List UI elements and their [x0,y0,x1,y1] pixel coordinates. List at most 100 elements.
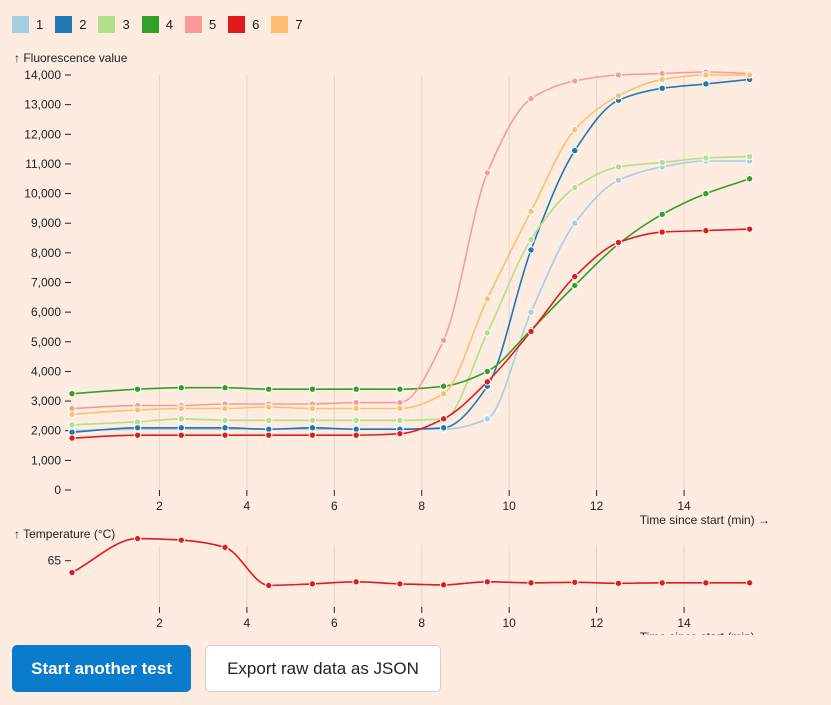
fluor-x-tick-label: 2 [156,499,163,513]
fluor-data-point-7 [745,71,754,79]
fluor-x-tick-label: 4 [244,499,251,513]
fluor-series-line-6 [71,228,750,439]
fluor-data-point-6 [133,431,142,439]
fluor-data-point-7 [614,92,623,100]
export-json-button[interactable]: Export raw data as JSON [205,645,441,692]
temp-data-point-Temperature [702,579,710,587]
fluor-data-point-2 [702,80,710,88]
fluor-data-point-3 [221,416,229,425]
fluor-data-point-6 [308,431,317,439]
legend-label: 6 [252,16,260,32]
fluor-data-point-4 [483,367,492,376]
temp-data-point-Temperature [571,578,579,587]
fluor-series-line-1 [71,160,750,432]
fluor-data-point-4 [571,281,579,290]
fluor-data-point-3 [177,415,185,423]
temp-data-point-Temperature [68,568,76,577]
fluor-data-point-6 [396,429,404,438]
legend-item-4: 4 [141,15,173,33]
fluor-data-point-5 [527,95,535,103]
fluor-data-point-2 [439,424,448,432]
fluorescence-chart: 2 4 6 8 10 12 14 0 1,000 2,000 3,000 4,000 5,000 6,00… [14,51,770,527]
legend-item-6: 6 [228,15,260,33]
temp-data-point-Temperature [352,578,360,586]
fluor-data-point-3 [68,421,76,429]
fluor-data-point-6 [571,272,579,281]
fluor-series-line-2 [71,78,750,433]
fluor-data-point-7 [439,389,448,398]
fluor-data-point-5 [439,336,448,345]
fluor-x-tick-label: 8 [418,499,425,513]
chart-legend: 1 2 3 4 5 6 7 [12,12,303,36]
legend-swatch [141,15,159,33]
fluor-data-point-1 [483,415,492,423]
fluor-x-tick-label: 14 [677,499,691,513]
start-another-test-button[interactable]: Start another test [12,645,191,692]
fluor-y-tick-label: 8,000 [31,246,61,260]
fluor-data-point-7 [571,126,579,134]
fluor-data-point-3 [702,154,710,162]
fluor-y-tick-label: 12,000 [24,127,61,141]
legend-label: 7 [295,16,303,32]
fluor-y-tick-label: 5,000 [31,335,61,349]
legend-swatch [55,15,73,33]
fluor-data-point-3 [133,418,142,426]
fluor-data-point-3 [614,163,623,171]
temperature-chart: 2 4 6 8 10 12 14 65 ↑ Temperature (°C) Time since… [14,527,770,635]
temp-x-tick-label: 12 [590,616,604,630]
temp-data-point-Temperature [614,579,623,588]
fluor-data-point-3 [352,416,360,425]
fluor-data-point-7 [527,207,535,216]
temp-x-tick-label: 8 [418,616,425,630]
legend-label: 5 [208,16,217,32]
fluor-data-point-4 [439,382,448,390]
fluor-data-point-5 [483,169,492,177]
legend-item-3: 3 [98,15,130,33]
fluor-data-point-3 [265,416,273,425]
fluor-series-line-3 [71,155,750,426]
legend-swatch [184,15,202,33]
fluor-data-point-2 [308,424,317,432]
fluor-data-point-3 [483,329,492,337]
fluor-data-point-4 [265,385,273,393]
temp-data-point-Temperature [221,543,229,552]
fluor-data-point-2 [658,84,666,93]
fluor-data-point-7 [658,75,666,84]
fluor-data-point-6 [483,378,492,386]
fluor-data-point-7 [396,404,404,413]
fluor-y-tick-label: 13,000 [24,98,61,112]
fluor-data-point-7 [352,404,360,413]
fluor-data-point-3 [308,416,317,425]
fluor-data-point-3 [527,235,535,244]
fluor-series-line-5 [71,71,750,410]
fluor-data-point-2 [571,146,579,155]
temp-data-point-Temperature [745,579,754,587]
fluor-data-point-7 [68,410,76,419]
fluor-data-point-2 [177,424,185,432]
fluor-y-tick-label: 6,000 [31,305,61,319]
fluor-y-tick-label: 10,000 [24,187,61,201]
fluor-y-tick-label: 4,000 [31,364,61,378]
fluor-x-tick-label: 12 [590,499,604,513]
legend-swatch [271,15,289,33]
fluor-data-point-7 [265,403,273,411]
temp-data-point-Temperature [658,579,666,587]
fluor-data-point-3 [745,152,754,161]
fluor-data-point-7 [308,404,317,413]
fluor-data-point-4 [68,389,76,398]
temp-x-tick-label: 14 [677,616,691,630]
fluor-data-point-6 [658,228,666,236]
fluor-data-point-1 [571,219,579,227]
fluor-series-line-7 [71,74,750,416]
fluor-x-tick-label: 10 [502,499,516,513]
fluor-data-point-3 [658,158,666,167]
fluor-data-point-2 [527,246,535,254]
fluor-x-tick-label: 6 [331,499,338,513]
fluor-data-point-3 [396,416,404,425]
temp-x-tick-label: 2 [156,616,163,630]
fluor-data-point-1 [527,308,535,316]
temp-x-axis-label: Time since start (min) → [640,630,770,635]
fluor-data-point-6 [439,415,448,423]
legend-swatch [228,15,246,33]
temp-x-tick-label: 6 [331,616,338,630]
